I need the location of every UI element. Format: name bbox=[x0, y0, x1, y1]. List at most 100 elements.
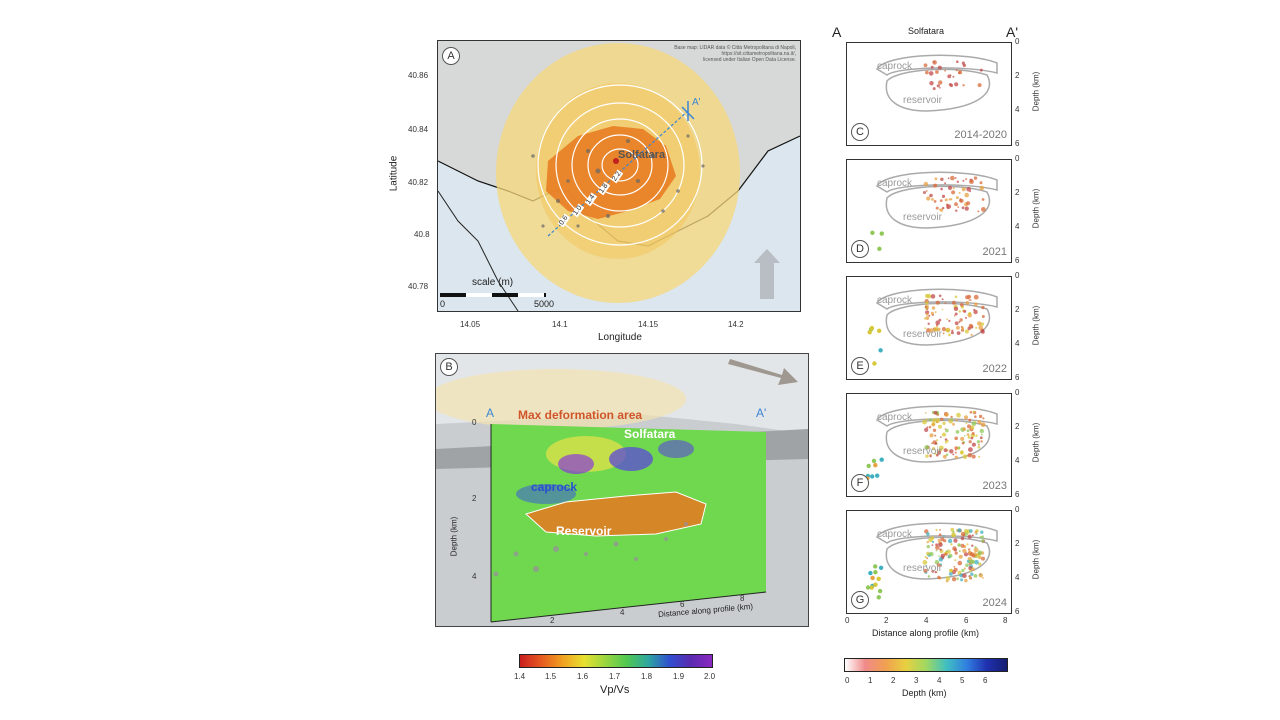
seismic-event bbox=[868, 570, 873, 576]
seismic-event bbox=[934, 434, 937, 437]
section-depth-tick: 4 bbox=[1015, 339, 1020, 348]
seismic-event bbox=[950, 175, 955, 181]
period-label: 2022 bbox=[982, 363, 1007, 375]
seismic-event bbox=[980, 329, 985, 334]
seismic-event bbox=[875, 473, 880, 478]
seismic-event bbox=[876, 576, 881, 581]
seismic-event bbox=[924, 427, 929, 432]
seismic-event bbox=[933, 326, 939, 332]
seismic-event bbox=[959, 303, 964, 307]
seismic-event bbox=[969, 570, 972, 573]
seismic-event bbox=[927, 575, 931, 578]
seismic-event bbox=[955, 209, 958, 212]
seismic-event bbox=[945, 576, 951, 581]
seismic-event bbox=[972, 410, 975, 414]
lat-tick: 40.8 bbox=[414, 230, 430, 239]
seismic-event bbox=[965, 563, 969, 567]
seismic-event bbox=[944, 552, 948, 556]
seismic-event bbox=[979, 536, 982, 539]
depth-tick: 4 bbox=[937, 676, 942, 685]
seismic-event bbox=[978, 562, 982, 566]
seismic-event bbox=[932, 87, 936, 91]
section-label-a-prime: A' bbox=[756, 406, 767, 420]
seismic-event bbox=[964, 552, 968, 557]
seismic-event bbox=[945, 428, 949, 433]
seismic-event bbox=[955, 418, 958, 422]
seismic-event bbox=[964, 206, 969, 211]
seismic-event bbox=[925, 412, 927, 414]
section-dist-tick: 6 bbox=[680, 600, 685, 609]
seismic-event bbox=[934, 571, 937, 574]
map-letter: A bbox=[442, 47, 460, 65]
seismic-event bbox=[970, 572, 974, 576]
seismic-event bbox=[954, 451, 957, 454]
seismic-event bbox=[965, 301, 970, 305]
seismic-event bbox=[944, 438, 948, 441]
seismic-event bbox=[937, 575, 941, 580]
section-dist-tick: 2 bbox=[550, 616, 555, 625]
seismic-event bbox=[966, 543, 969, 546]
section-plot bbox=[865, 522, 998, 600]
seismic-event bbox=[965, 295, 970, 300]
seismic-event bbox=[925, 293, 929, 298]
seismic-event bbox=[957, 560, 963, 566]
seismic-event bbox=[935, 549, 938, 552]
section-depth-tick: 0 bbox=[1015, 154, 1020, 163]
seismic-event bbox=[954, 321, 959, 326]
seismic-event bbox=[961, 568, 965, 573]
depth-tick: 2 bbox=[891, 676, 896, 685]
panel-a: A Base map: LIDAR data © Città Metropoli… bbox=[388, 38, 808, 348]
seismic-event bbox=[960, 536, 965, 541]
seismic-event bbox=[879, 231, 884, 236]
seismic-event bbox=[951, 329, 954, 332]
seismic-event bbox=[964, 578, 968, 583]
period-label: 2021 bbox=[982, 246, 1007, 258]
seismic-event bbox=[869, 325, 875, 331]
seismic-event bbox=[942, 454, 947, 459]
seismic-event bbox=[962, 427, 966, 431]
seismic-event bbox=[926, 544, 930, 549]
seismic-event bbox=[935, 300, 940, 305]
seismic-event bbox=[935, 320, 940, 325]
section-depth-tick: 2 bbox=[1015, 71, 1020, 80]
vpvs-tick: 1.5 bbox=[545, 672, 557, 681]
seismic-event bbox=[977, 445, 981, 449]
sections-column: caprock reservoir 2014-2020 C 0 2 4 6 Depth (km)… bbox=[820, 37, 1060, 620]
seismic-event bbox=[942, 421, 946, 425]
seismic-event bbox=[939, 445, 944, 451]
section-depth-tick: 2 bbox=[1015, 539, 1020, 548]
sections-dist-tick: 2 bbox=[884, 616, 889, 625]
seismic-event bbox=[928, 71, 934, 76]
seismic-event bbox=[940, 177, 944, 181]
panel-b: B A A' Max deformation area Solfatara ca… bbox=[435, 353, 809, 627]
seismic-event bbox=[968, 440, 972, 444]
section-panel-c: caprock reservoir 2014-2020 C 0 2 4 6 Depth (km) bbox=[820, 37, 1060, 148]
seismic-event bbox=[970, 425, 975, 430]
seismic-event bbox=[940, 436, 942, 438]
seismic-event bbox=[924, 327, 927, 330]
section-depth-tick: 0 bbox=[1015, 37, 1020, 46]
seismic-event bbox=[962, 573, 967, 579]
caprock-outline bbox=[875, 288, 998, 310]
caprock-label: caprock bbox=[877, 295, 913, 306]
section-depth-tick: 0 bbox=[1015, 271, 1020, 280]
section-depth-tick: 0 bbox=[472, 418, 477, 427]
seismic-event bbox=[942, 206, 945, 210]
seismic-event bbox=[967, 452, 973, 458]
seismic-event bbox=[922, 560, 928, 565]
seismic-event bbox=[936, 84, 940, 88]
seismic-event bbox=[932, 447, 936, 451]
seismic-event bbox=[979, 436, 983, 440]
period-label: 2023 bbox=[982, 480, 1007, 492]
seismic-event bbox=[932, 418, 936, 423]
section-solfatara-label: Solfatara bbox=[624, 427, 676, 441]
seismic-event bbox=[929, 193, 933, 198]
seismic-event bbox=[926, 426, 929, 429]
seismic-event bbox=[926, 551, 930, 556]
seismic-event bbox=[968, 418, 972, 422]
seismic-event bbox=[961, 187, 966, 192]
seismic-event bbox=[963, 529, 969, 534]
seismic-event bbox=[962, 84, 965, 87]
section-caprock-label: caprock bbox=[531, 480, 578, 494]
seismic-event bbox=[974, 559, 979, 565]
